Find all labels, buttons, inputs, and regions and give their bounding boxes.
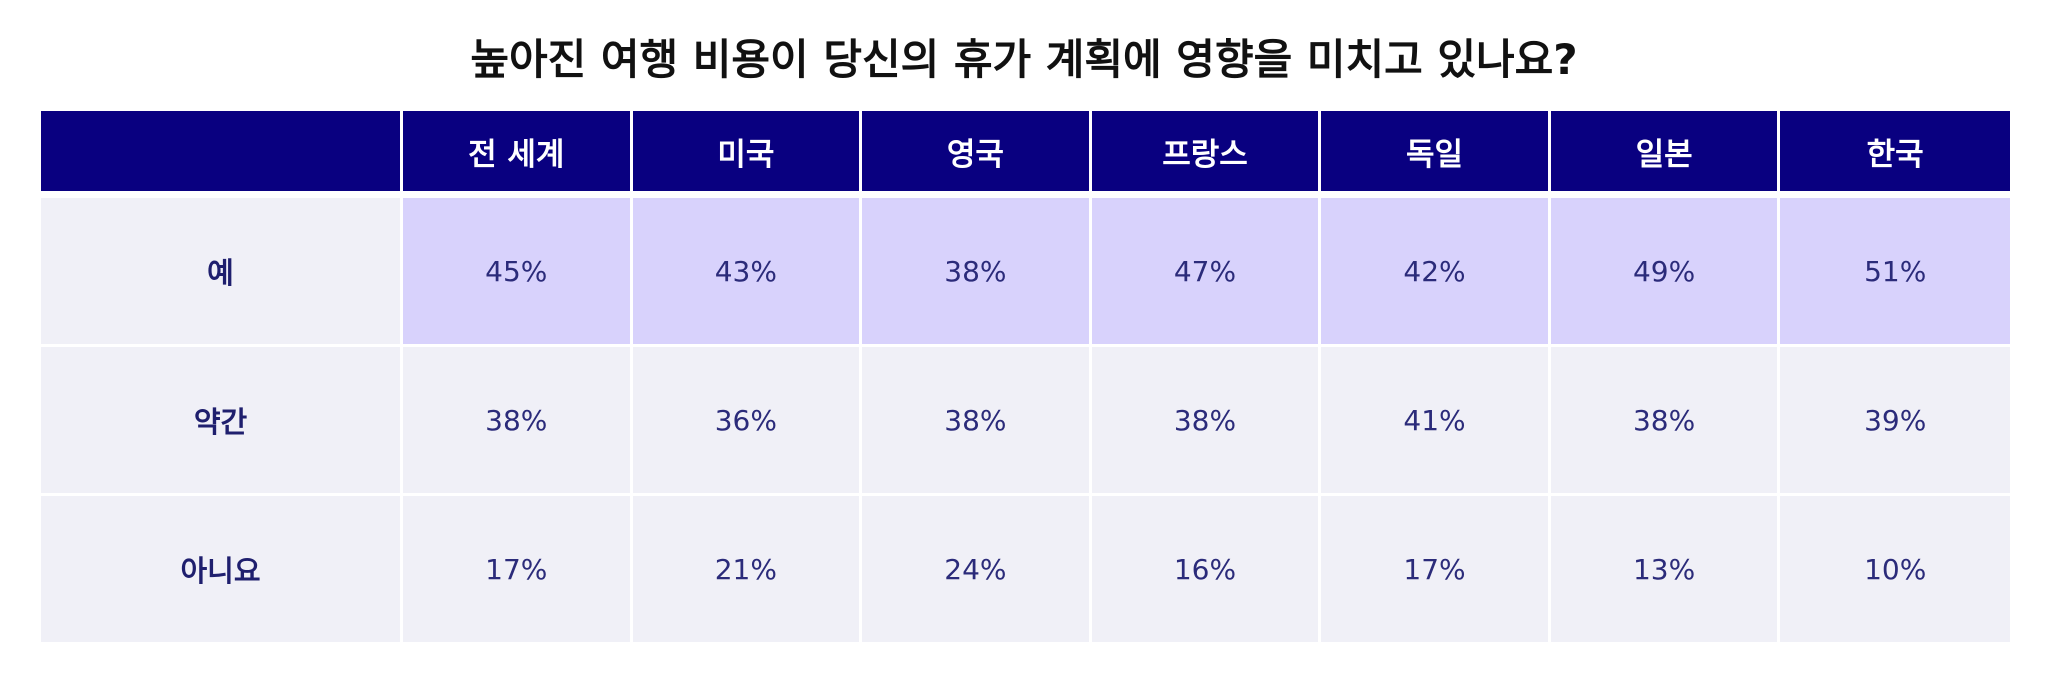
table-cell: 45% — [403, 198, 633, 347]
table-cell: 39% — [1780, 347, 2010, 496]
table-cell: 17% — [1321, 496, 1551, 642]
chart-title: 높아진 여행 비용이 당신의 휴가 계획에 영향을 미치고 있나요? — [470, 35, 1578, 84]
survey-table: 전 세계 미국 영국 프랑스 독일 일본 한국 예 45% 43% 38% 47… — [41, 111, 2010, 642]
row-label-yes: 예 — [41, 198, 403, 347]
table-cell: 41% — [1321, 347, 1551, 496]
column-header-us: 미국 — [632, 111, 863, 198]
row-label-no: 아니요 — [41, 496, 403, 642]
column-header-germany: 독일 — [1321, 111, 1551, 198]
table-cell: 38% — [862, 198, 1092, 347]
table-cell: 49% — [1550, 198, 1781, 347]
table-row-somewhat: 약간 38% 36% 38% 38% 41% 38% 39% — [41, 347, 2010, 496]
table-cell: 24% — [862, 496, 1092, 642]
column-header-uk: 영국 — [862, 111, 1092, 198]
table-cell: 38% — [403, 347, 633, 496]
table-cell: 17% — [403, 496, 633, 642]
column-header-global: 전 세계 — [403, 111, 633, 198]
table-cell: 21% — [632, 496, 863, 642]
table-row-yes: 예 45% 43% 38% 47% 42% 49% 51% — [41, 198, 2010, 347]
column-header-france: 프랑스 — [1091, 111, 1322, 198]
table-cell: 38% — [1091, 347, 1322, 496]
header-corner-cell — [41, 111, 403, 198]
header-row: 전 세계 미국 영국 프랑스 독일 일본 한국 — [41, 111, 2010, 198]
table-row-no: 아니요 17% 21% 24% 16% 17% 13% 10% — [41, 496, 2010, 642]
column-header-japan: 일본 — [1550, 111, 1781, 198]
table-cell: 43% — [632, 198, 863, 347]
table-cell: 47% — [1091, 198, 1322, 347]
table-cell: 16% — [1091, 496, 1322, 642]
table-cell: 38% — [862, 347, 1092, 496]
table-cell: 51% — [1780, 198, 2010, 347]
row-label-somewhat: 약간 — [41, 347, 403, 496]
table-cell: 13% — [1550, 496, 1781, 642]
table-cell: 36% — [632, 347, 863, 496]
table-cell: 10% — [1780, 496, 2010, 642]
table-cell: 38% — [1550, 347, 1781, 496]
table-cell: 42% — [1321, 198, 1551, 347]
column-header-korea: 한국 — [1780, 111, 2010, 198]
